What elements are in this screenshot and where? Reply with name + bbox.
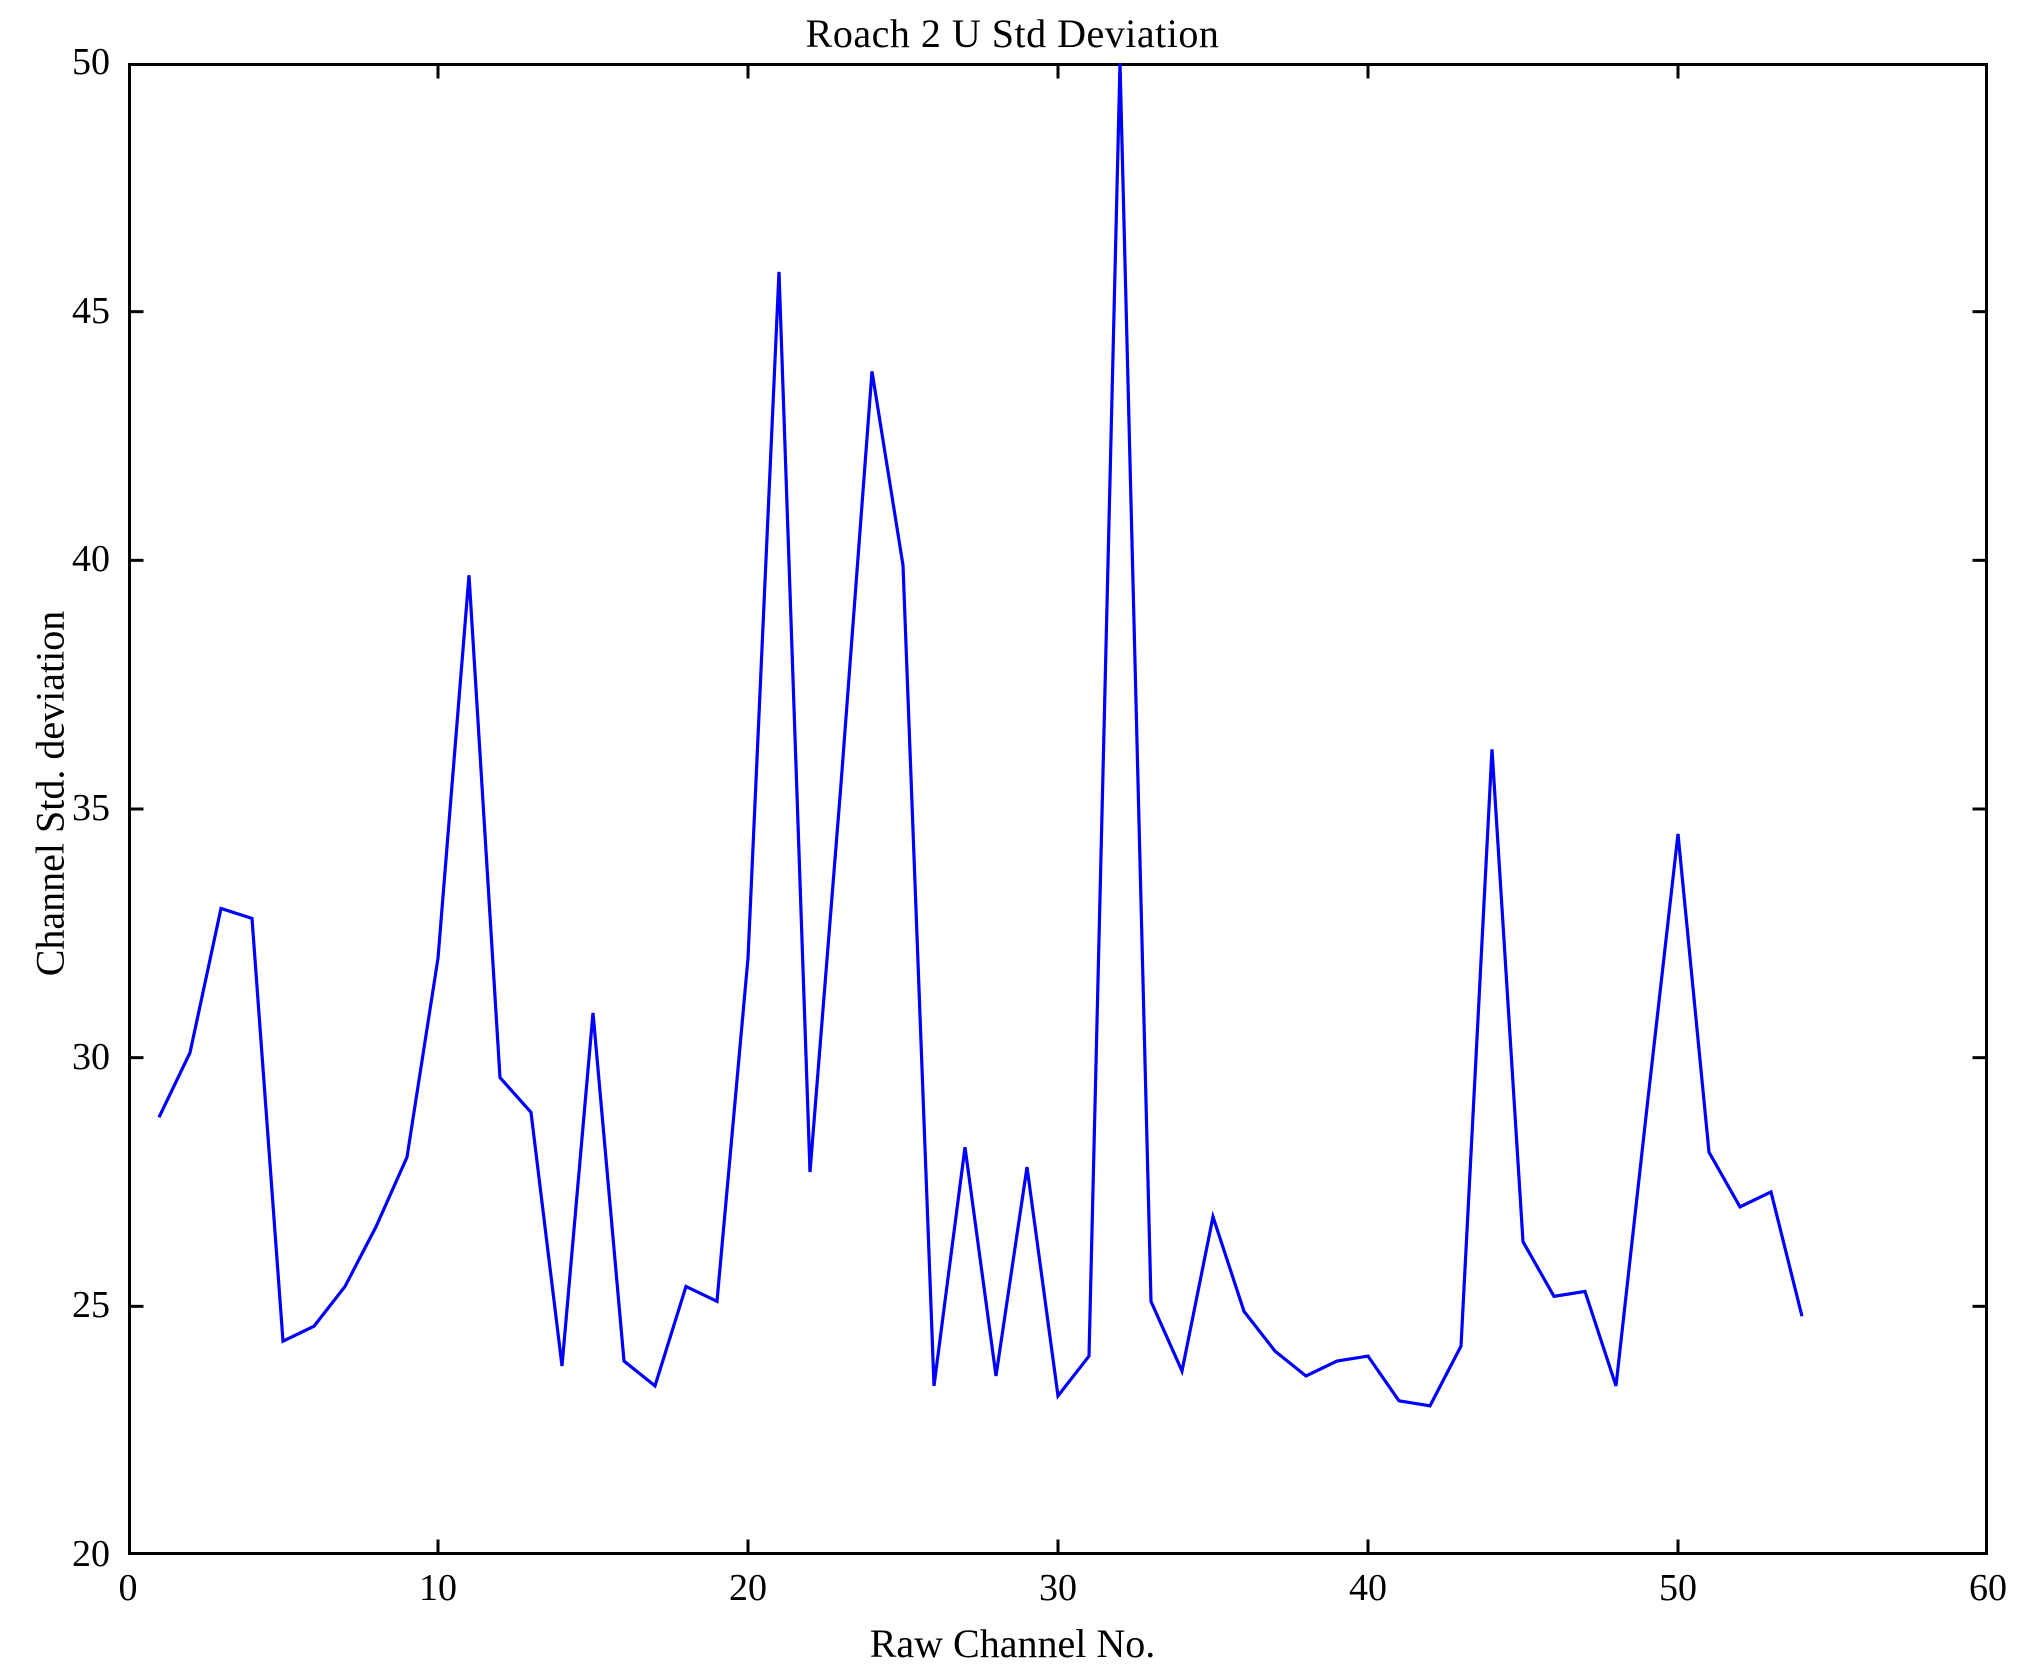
- y-tick-label: 40: [72, 538, 110, 581]
- x-tick-label: 20: [729, 1567, 767, 1609]
- axes-frame: [128, 63, 1988, 1555]
- x-tick-label: 60: [1969, 1567, 2007, 1609]
- axis-ticks: [129, 64, 1987, 1554]
- x-tick-label: 30: [1039, 1567, 1077, 1609]
- x-tick-label: 0: [118, 1567, 138, 1609]
- y-tick-label: 50: [72, 41, 110, 83]
- y-tick-label: 35: [72, 787, 110, 829]
- x-tick-label: 10: [419, 1567, 457, 1609]
- plot-svg: [128, 63, 1988, 1555]
- y-tick-label: 30: [72, 1035, 110, 1078]
- x-axis-label: Raw Channel No.: [869, 1621, 1156, 1666]
- y-tick-label: 25: [72, 1284, 110, 1327]
- plot-area: [128, 63, 1988, 1555]
- y-axis-tick-labels: 20 25 30 35 40 45 50: [0, 0, 110, 1671]
- y-tick-label: 20: [72, 1533, 110, 1575]
- x-tick-label: 40: [1349, 1567, 1387, 1609]
- data-series-line: [157, 63, 1804, 1408]
- chart-title: Roach 2 U Std Deviation: [805, 11, 1220, 56]
- x-tick-label: 50: [1659, 1567, 1697, 1609]
- y-tick-label: 45: [72, 289, 110, 332]
